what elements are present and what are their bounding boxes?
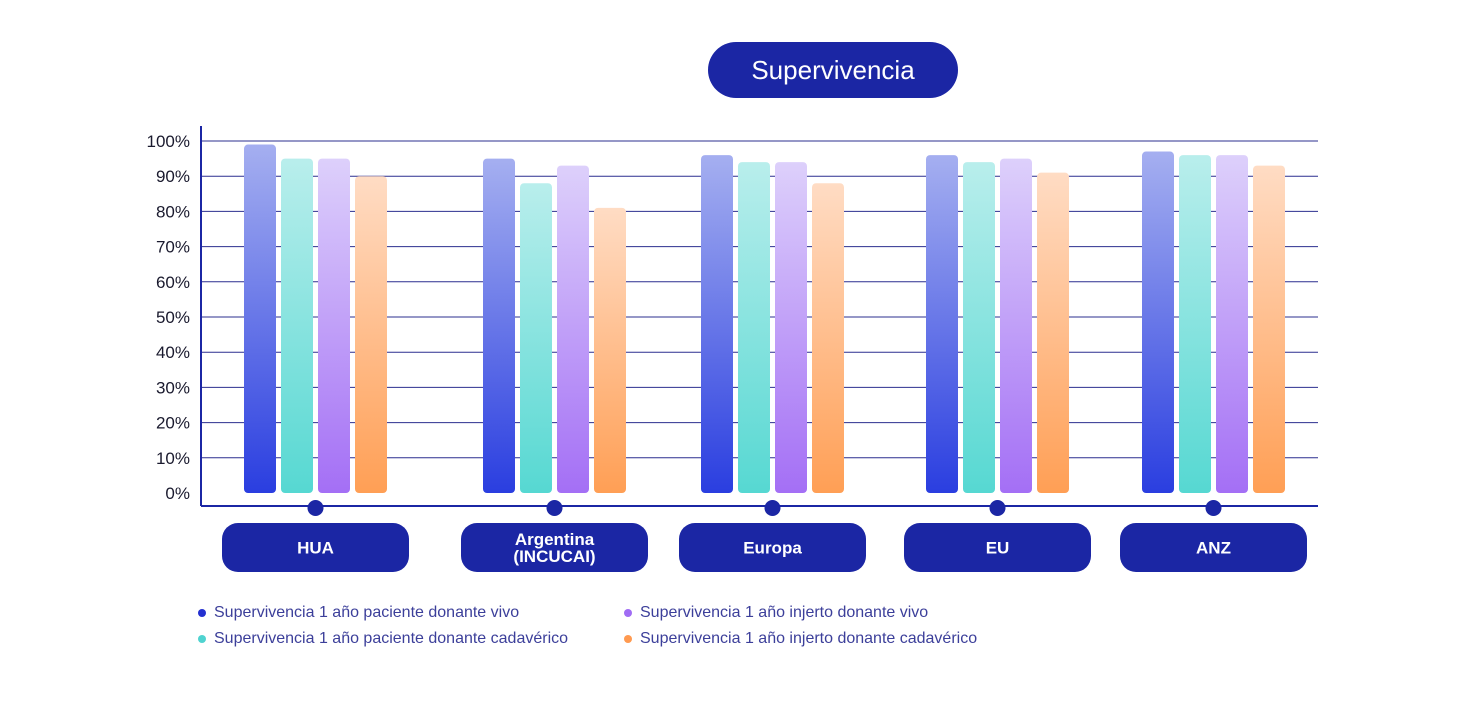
- bar: [701, 155, 733, 493]
- bar: [926, 155, 958, 493]
- chart-legend: Supervivencia 1 año paciente donante viv…: [198, 604, 1098, 664]
- x-tick-label: Europa: [743, 539, 802, 558]
- bar: [483, 158, 515, 493]
- category-marker-icon: [546, 500, 563, 516]
- legend-dot-icon: [198, 609, 206, 617]
- legend-label: Supervivencia 1 año paciente donante viv…: [214, 604, 520, 621]
- legend-item-series-3: Supervivencia 1 año injerto donante vivo: [624, 604, 928, 622]
- bar: [1253, 165, 1285, 493]
- bar: [594, 207, 626, 493]
- legend-dot-icon: [624, 635, 632, 643]
- bar: [775, 162, 807, 493]
- bar: [520, 183, 552, 494]
- category-marker-icon: [989, 500, 1006, 516]
- bar: [318, 158, 350, 493]
- category-pill: [1120, 523, 1307, 572]
- bar: [1000, 158, 1032, 493]
- category-pill: [461, 523, 648, 572]
- legend-dot-icon: [198, 635, 206, 643]
- bar: [1037, 172, 1069, 493]
- chart-title: Supervivencia: [708, 42, 958, 98]
- y-tick-label: 20%: [156, 414, 190, 433]
- category-pill: [904, 523, 1091, 572]
- category-marker-icon: [764, 500, 781, 516]
- legend-dot-icon: [624, 609, 632, 617]
- legend-label: Supervivencia 1 año injerto donante cada…: [640, 630, 978, 647]
- y-tick-label: 100%: [147, 132, 190, 151]
- legend-item-series-1: Supervivencia 1 año paciente donante viv…: [198, 604, 519, 622]
- y-tick-label: 70%: [156, 238, 190, 257]
- bar: [355, 176, 387, 493]
- bar: [1179, 155, 1211, 493]
- x-tick-label: ANZ: [1196, 539, 1231, 558]
- bar: [1216, 155, 1248, 493]
- y-tick-label: 80%: [156, 202, 190, 221]
- bar: [738, 162, 770, 493]
- bar: [963, 162, 995, 493]
- legend-item-series-4: Supervivencia 1 año injerto donante cada…: [624, 630, 977, 648]
- y-tick-label: 60%: [156, 273, 190, 292]
- bar: [244, 144, 276, 493]
- y-tick-label: 10%: [156, 449, 190, 468]
- bar: [281, 158, 313, 493]
- bar: [1142, 151, 1174, 493]
- bar: [812, 183, 844, 494]
- category-marker-icon: [307, 500, 324, 516]
- y-tick-label: 90%: [156, 167, 190, 186]
- x-tick-label: Argentina (INCUCAI): [513, 530, 595, 566]
- legend-item-series-2: Supervivencia 1 año paciente donante cad…: [198, 630, 568, 648]
- bar: [557, 165, 589, 493]
- category-pill: [222, 523, 409, 572]
- category-pill: [679, 523, 866, 572]
- legend-label: Supervivencia 1 año injerto donante vivo: [640, 604, 929, 621]
- x-tick-label: HUA: [297, 539, 334, 558]
- y-tick-label: 30%: [156, 378, 190, 397]
- x-tick-label: EU: [986, 539, 1010, 558]
- y-tick-label: 40%: [156, 343, 190, 362]
- legend-label: Supervivencia 1 año paciente donante cad…: [214, 630, 569, 647]
- y-tick-label: 50%: [156, 308, 190, 327]
- y-tick-label: 0%: [165, 484, 190, 503]
- category-marker-icon: [1205, 500, 1222, 516]
